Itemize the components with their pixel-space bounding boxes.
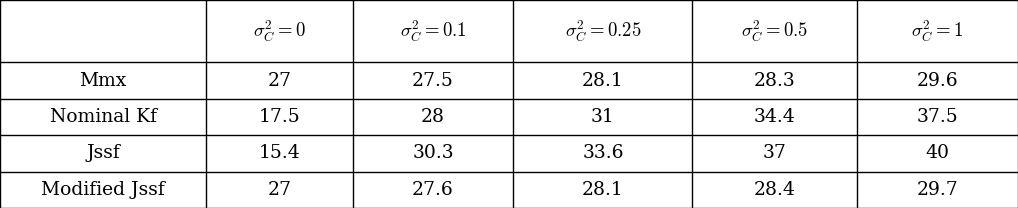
Text: 27: 27: [268, 181, 291, 199]
Text: $\sigma_C^2 = 0.1$: $\sigma_C^2 = 0.1$: [399, 18, 466, 44]
Text: 28.1: 28.1: [582, 72, 624, 90]
Text: 27.5: 27.5: [412, 72, 454, 90]
Text: Mmx: Mmx: [79, 72, 127, 90]
Text: 37.5: 37.5: [917, 108, 959, 126]
Text: 33.6: 33.6: [582, 144, 624, 162]
Text: Modified Jssf: Modified Jssf: [41, 181, 165, 199]
Text: 31: 31: [591, 108, 615, 126]
Text: $\sigma_C^2 = 1$: $\sigma_C^2 = 1$: [911, 18, 964, 44]
Text: 29.7: 29.7: [917, 181, 959, 199]
Text: Jssf: Jssf: [87, 144, 120, 162]
Text: 37: 37: [762, 144, 787, 162]
Text: 28.3: 28.3: [754, 72, 796, 90]
Text: 34.4: 34.4: [754, 108, 796, 126]
Text: Nominal Kf: Nominal Kf: [50, 108, 157, 126]
Text: 28.4: 28.4: [754, 181, 796, 199]
Text: 40: 40: [925, 144, 950, 162]
Text: 28: 28: [421, 108, 445, 126]
Text: 28.1: 28.1: [582, 181, 624, 199]
Text: $\sigma_C^2 = 0.5$: $\sigma_C^2 = 0.5$: [741, 18, 808, 44]
Text: 17.5: 17.5: [259, 108, 300, 126]
Text: 27: 27: [268, 72, 291, 90]
Text: $\sigma_C^2 = 0.25$: $\sigma_C^2 = 0.25$: [565, 18, 641, 44]
Text: 30.3: 30.3: [412, 144, 454, 162]
Text: 27.6: 27.6: [412, 181, 454, 199]
Text: 15.4: 15.4: [259, 144, 300, 162]
Text: $\sigma_C^2 = 0$: $\sigma_C^2 = 0$: [252, 18, 306, 44]
Text: 29.6: 29.6: [917, 72, 959, 90]
